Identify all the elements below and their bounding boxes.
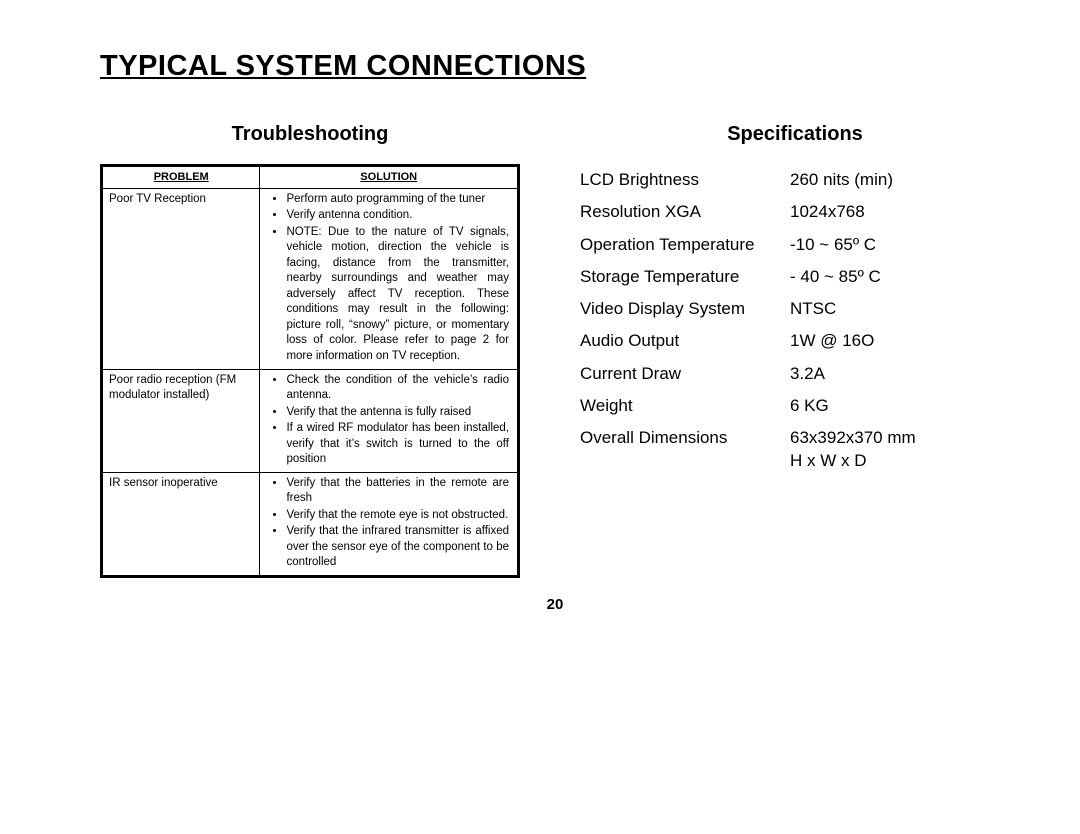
solution-item: NOTE: Due to the nature of TV signals, v… (286, 225, 509, 365)
spec-row: Audio Output 1W @ 16O (580, 325, 1010, 357)
spec-label: Resolution XGA (580, 196, 790, 228)
spec-label: Video Display System (580, 293, 790, 325)
spec-label: Operation Temperature (580, 229, 790, 261)
specifications-list: LCD Brightness 260 nits (min) Resolution… (580, 164, 1010, 471)
spec-label: Weight (580, 390, 790, 422)
solution-item: If a wired RF modulator has been install… (286, 421, 509, 468)
spec-value: - 40 ~ 85º C (790, 261, 1010, 293)
solution-cell: Perform auto programming of the tuner Ve… (260, 188, 519, 369)
spec-label (580, 451, 790, 471)
spec-row: Current Draw 3.2A (580, 358, 1010, 390)
problem-cell: Poor TV Reception (102, 188, 260, 369)
spec-row: Video Display System NTSC (580, 293, 1010, 325)
spec-value: 1024x768 (790, 196, 1010, 228)
col-header-solution: SOLUTION (260, 166, 519, 189)
page-title: TYPICAL SYSTEM CONNECTIONS (100, 50, 1010, 83)
spec-label: LCD Brightness (580, 164, 790, 196)
solution-cell: Check the condition of the vehicle’s rad… (260, 369, 519, 472)
solution-cell: Verify that the batteries in the remote … (260, 472, 519, 576)
spec-row: Weight 6 KG (580, 390, 1010, 422)
spec-row: Operation Temperature -10 ~ 65º C (580, 229, 1010, 261)
spec-value-note: H x W x D (790, 451, 1010, 471)
spec-value: 6 KG (790, 390, 1010, 422)
spec-value: 3.2A (790, 358, 1010, 390)
page-number: 20 (100, 596, 1010, 613)
spec-value: 260 nits (min) (790, 164, 1010, 196)
spec-row: LCD Brightness 260 nits (min) (580, 164, 1010, 196)
specifications-column: Specifications LCD Brightness 260 nits (… (580, 123, 1010, 578)
problem-cell: IR sensor inoperative (102, 472, 260, 576)
two-column-layout: Troubleshooting PROBLEM SOLUTION Poor TV… (100, 123, 1010, 578)
spec-row: H x W x D (580, 451, 1010, 471)
spec-value: -10 ~ 65º C (790, 229, 1010, 261)
solution-item: Check the condition of the vehicle’s rad… (286, 373, 509, 404)
table-row: Poor TV Reception Perform auto programmi… (102, 188, 519, 369)
table-header-row: PROBLEM SOLUTION (102, 166, 519, 189)
spec-label: Current Draw (580, 358, 790, 390)
troubleshooting-column: Troubleshooting PROBLEM SOLUTION Poor TV… (100, 123, 520, 578)
solution-item: Verify that the remote eye is not obstru… (286, 508, 509, 524)
table-row: IR sensor inoperative Verify that the ba… (102, 472, 519, 576)
problem-cell: Poor radio reception (FM modulator insta… (102, 369, 260, 472)
troubleshooting-heading: Troubleshooting (100, 123, 520, 146)
solution-item: Verify that the infrared transmitter is … (286, 524, 509, 571)
solution-item: Verify that the antenna is fully raised (286, 405, 509, 421)
spec-label: Storage Temperature (580, 261, 790, 293)
document-page: TYPICAL SYSTEM CONNECTIONS Troubleshooti… (0, 0, 1080, 633)
troubleshooting-table: PROBLEM SOLUTION Poor TV Reception Perfo… (100, 164, 520, 578)
col-header-problem: PROBLEM (102, 166, 260, 189)
spec-value: 1W @ 16O (790, 325, 1010, 357)
spec-row: Resolution XGA 1024x768 (580, 196, 1010, 228)
solution-item: Verify that the batteries in the remote … (286, 476, 509, 507)
spec-value: NTSC (790, 293, 1010, 325)
specifications-heading: Specifications (580, 123, 1010, 146)
solution-item: Perform auto programming of the tuner (286, 192, 509, 208)
solution-item: Verify antenna condition. (286, 208, 509, 224)
table-row: Poor radio reception (FM modulator insta… (102, 369, 519, 472)
spec-label: Audio Output (580, 325, 790, 357)
spec-row: Storage Temperature - 40 ~ 85º C (580, 261, 1010, 293)
